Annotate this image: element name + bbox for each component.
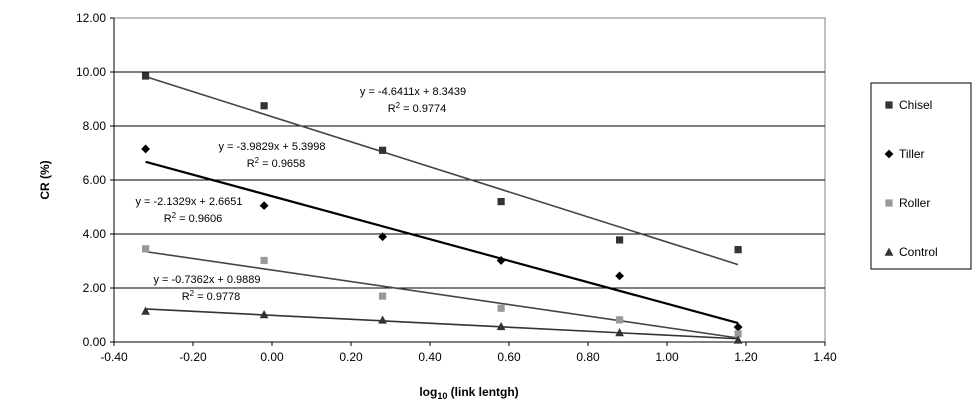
legend-label-tiller: Tiller [899, 147, 925, 161]
point-tiller [141, 144, 150, 154]
point-chisel [260, 102, 268, 110]
point-control [378, 315, 387, 324]
trendline-control [145, 308, 739, 340]
axes: 0.00 2.00 4.00 6.00 8.00 10.00 12.00 -0.40 -0.20… [76, 11, 837, 364]
y-tick-label: 10.00 [76, 65, 106, 79]
x-tick-label: 1.40 [813, 350, 837, 364]
point-roller [734, 330, 742, 338]
point-roller [142, 245, 150, 253]
point-roller [497, 304, 505, 312]
trend-r2-roller: R2 = 0.9606 [164, 211, 223, 225]
trendline-roller [145, 250, 739, 339]
trend-r2-tiller: R2 = 0.9658 [247, 156, 306, 170]
point-control [259, 310, 269, 319]
y-axis-title: CR (%) [38, 160, 52, 199]
point-control [496, 321, 506, 331]
point-roller [260, 256, 268, 265]
x-tick-label: 1.20 [734, 350, 758, 364]
x-axis-title: log10 (link lentgh) [419, 385, 518, 401]
legend-label-control: Control [899, 245, 938, 259]
y-tick-label: 8.00 [83, 119, 107, 133]
legend-marker-roller [885, 199, 893, 207]
x-axis-title-subscript: 10 [437, 391, 447, 401]
point-tiller [259, 201, 269, 211]
x-tick-label: 1.00 [655, 350, 679, 364]
legend-marker-tiller [884, 149, 894, 159]
x-tick-label: 0.20 [339, 350, 363, 364]
point-tiller [496, 256, 506, 265]
point-chisel [142, 72, 150, 80]
legend: Chisel Tiller Roller Control [884, 98, 938, 259]
legend-label-chisel: Chisel [899, 98, 932, 112]
x-tick-label: 0.00 [260, 350, 284, 364]
x-axis-title-rest: (link lentgh) [447, 385, 518, 399]
gridlines [114, 71, 825, 289]
point-roller [379, 292, 387, 300]
point-control [733, 335, 743, 344]
point-control [141, 306, 150, 315]
legend-box [870, 82, 972, 270]
x-tick-label: -0.40 [100, 350, 128, 364]
trendline-chisel [145, 75, 739, 266]
point-tiller [378, 232, 387, 242]
x-axis-title-base: log [419, 385, 437, 399]
legend-label-roller: Roller [899, 196, 930, 210]
point-chisel [616, 236, 624, 244]
y-tick-label: 6.00 [83, 173, 107, 187]
y-tick-label: 12.00 [76, 11, 106, 25]
trend-equation-control: y = -0.7362x + 0.9889 [153, 274, 260, 286]
x-tick-label: -0.20 [179, 350, 207, 364]
point-tiller [615, 271, 624, 281]
point-tiller [733, 322, 743, 332]
x-tick-label: 0.60 [497, 350, 521, 364]
y-tick-label: 4.00 [83, 227, 107, 241]
y-tick-label: 2.00 [83, 281, 107, 295]
point-chisel [734, 246, 742, 254]
trend-equations: y = -4.6411x + 8.3439 R2 = 0.9774 y = -3.9… [135, 86, 466, 303]
trend-equation-chisel: y = -4.6411x + 8.3439 [360, 86, 466, 98]
trend-equation-tiller: y = -3.9829x + 5.3998 [218, 141, 325, 153]
x-tick-label: 0.80 [576, 350, 600, 364]
x-tick-label: 0.40 [418, 350, 442, 364]
trendline-tiller [145, 160, 739, 325]
legend-marker-control [884, 247, 894, 256]
data-points [141, 72, 743, 344]
trendlines [145, 75, 739, 340]
point-control [615, 328, 624, 337]
legend-marker-chisel [885, 101, 893, 109]
trend-r2-control: R2 = 0.9778 [182, 289, 241, 303]
y-tick-label: 0.00 [83, 335, 107, 349]
trend-equation-roller: y = -2.1329x + 2.6651 [135, 196, 242, 208]
point-roller [616, 316, 624, 324]
point-chisel [379, 146, 387, 154]
trend-r2-chisel: R2 = 0.9774 [388, 101, 447, 115]
point-chisel [497, 198, 505, 206]
